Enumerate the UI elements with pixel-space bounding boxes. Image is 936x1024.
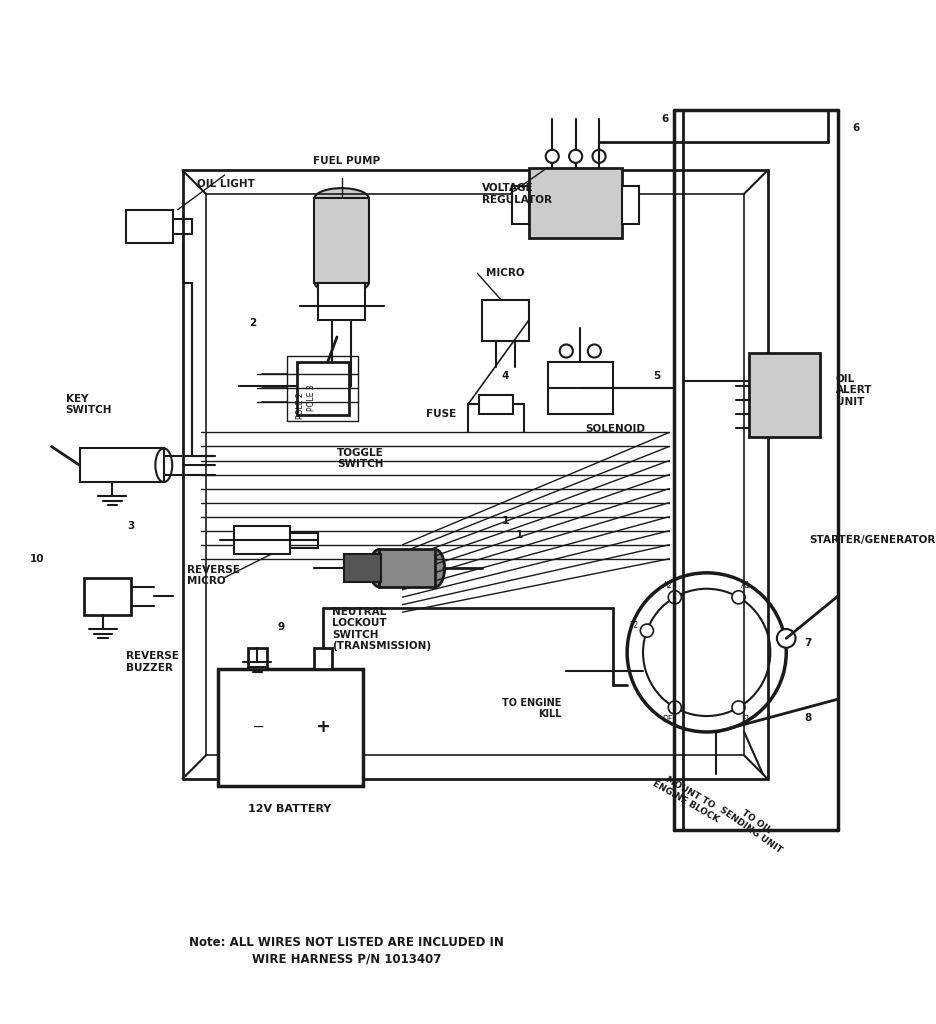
Text: TOGGLE
SWITCH: TOGGLE SWITCH [337,447,384,469]
Text: A1: A1 [740,581,751,590]
Text: ─: ─ [253,720,262,735]
Text: POLE 2: POLE 2 [296,392,305,419]
Text: FUEL PUMP: FUEL PUMP [313,156,380,166]
Bar [248,648,267,669]
Text: 1: 1 [502,516,509,526]
Text: 7: 7 [804,638,812,648]
Circle shape [640,624,653,637]
Ellipse shape [370,550,388,587]
Text: TO ENGINE
KILL: TO ENGINE KILL [503,697,562,719]
Circle shape [668,591,681,604]
Bar [622,186,639,223]
Text: REVERSE
BUZZER: REVERSE BUZZER [126,651,179,673]
Text: 3: 3 [127,521,135,531]
Bar [314,199,369,283]
Bar [84,578,131,615]
Text: 6: 6 [853,123,860,133]
Text: F1: F1 [741,715,750,724]
Bar [287,355,358,421]
Text: VOLTAGE
REGULATOR: VOLTAGE REGULATOR [482,183,552,205]
Circle shape [643,589,770,716]
Text: 4: 4 [502,372,509,381]
Text: +: + [315,718,330,736]
Text: KEY
SWITCH: KEY SWITCH [66,393,112,415]
Circle shape [546,150,559,163]
Bar [318,283,365,321]
Bar [482,300,529,341]
Circle shape [560,344,573,357]
Ellipse shape [426,550,445,587]
Bar [297,362,349,415]
Text: NEUTRAL
LOCKOUT
SWITCH
(TRANSMISSION): NEUTRAL LOCKOUT SWITCH (TRANSMISSION) [332,606,431,651]
Text: 8: 8 [804,713,812,723]
Text: 6: 6 [661,114,668,124]
Ellipse shape [314,272,369,293]
Bar [548,362,613,414]
Text: Note: ALL WIRES NOT LISTED ARE INCLUDED IN: Note: ALL WIRES NOT LISTED ARE INCLUDED … [189,936,504,949]
Bar [314,648,332,669]
Bar [80,449,164,482]
Text: POLE 3: POLE 3 [307,384,316,412]
Text: SOLENOID: SOLENOID [585,424,645,434]
Text: 2: 2 [249,317,256,328]
Text: FUSE: FUSE [426,409,456,419]
Text: 1: 1 [516,530,523,541]
Text: A2: A2 [663,581,673,590]
Bar [344,554,381,583]
Text: F2: F2 [629,622,638,631]
Text: 5: 5 [653,372,661,381]
Text: 12V BATTERY: 12V BATTERY [248,804,332,814]
Text: MICRO: MICRO [486,268,525,279]
Text: REVERSE
MICRO: REVERSE MICRO [187,565,240,587]
Text: WIRE HARNESS P/N 1013407: WIRE HARNESS P/N 1013407 [252,953,441,966]
Circle shape [627,572,786,732]
Bar [126,210,173,244]
Circle shape [732,701,745,714]
Text: DF: DF [663,715,673,724]
Text: MOUNT TO
ENGINE BLOCK: MOUNT TO ENGINE BLOCK [651,770,725,824]
Circle shape [732,591,745,604]
Text: OIL
ALERT
UNIT: OIL ALERT UNIT [836,374,872,407]
Bar [749,353,820,437]
Text: OIL LIGHT: OIL LIGHT [197,179,255,189]
Bar [529,168,622,238]
Text: 9: 9 [277,622,285,632]
Bar [217,669,362,785]
Circle shape [569,150,582,163]
Ellipse shape [155,449,172,482]
Bar [512,186,529,223]
Text: TO OIL
SENDING UNIT: TO OIL SENDING UNIT [718,797,789,855]
Circle shape [592,150,606,163]
Bar [234,526,290,554]
Bar [479,395,513,414]
Ellipse shape [314,188,369,209]
Circle shape [668,701,681,714]
Text: 10: 10 [30,554,45,564]
Circle shape [777,629,796,648]
Bar [379,550,435,587]
Circle shape [588,344,601,357]
Text: STARTER/GENERATOR: STARTER/GENERATOR [810,536,936,545]
